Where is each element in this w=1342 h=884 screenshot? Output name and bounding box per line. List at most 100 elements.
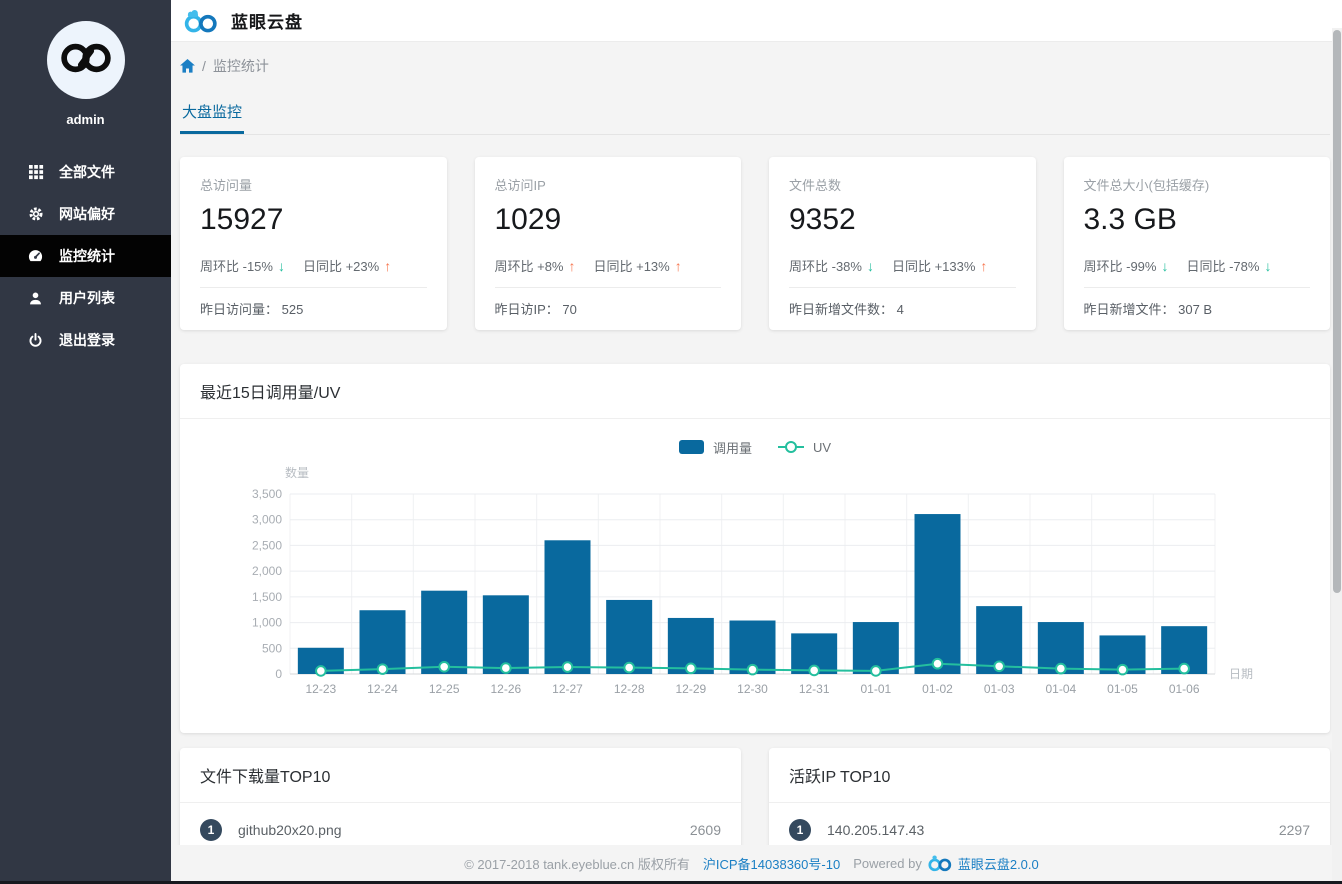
trend-down-arrow-icon: ↓	[866, 257, 874, 274]
trend: 周环比 -38% ↓	[789, 257, 874, 275]
chart-title: 最近15日调用量/UV	[180, 364, 1330, 419]
top-list-card-1: 活跃IP TOP10 1 140.205.147.43 2297	[769, 748, 1330, 857]
sidebar-item-1[interactable]: 网站偏好	[0, 193, 171, 235]
stat-card-3: 文件总大小(包括缓存) 3.3 GB 周环比 -99% ↓ 日同比 -78% ↓ 昨日新增文…	[1063, 157, 1330, 330]
svg-text:01-06: 01-06	[1169, 682, 1200, 696]
infinity-logo-icon	[58, 39, 114, 82]
trend: 周环比 +8% ↑	[494, 257, 576, 275]
svg-text:1,000: 1,000	[252, 616, 282, 630]
avatar	[46, 21, 125, 99]
stat-foot: 昨日新增文件： 307 B	[1083, 302, 1213, 317]
sidebar-menu: 全部文件网站偏好 监控统计用户列表退出登录	[0, 151, 171, 361]
breadcrumb: / 监控统计	[180, 56, 1330, 76]
gear-icon	[27, 206, 44, 223]
stat-label: 总访问IP	[494, 178, 546, 193]
trend-down-arrow-icon: ↓	[1161, 257, 1169, 274]
infinity-cloud-logo-icon[interactable]	[183, 8, 219, 34]
svg-text:01-03: 01-03	[984, 682, 1015, 696]
trend: 周环比 -15% ↓	[200, 257, 285, 275]
svg-text:12-25: 12-25	[429, 682, 460, 696]
svg-text:2,000: 2,000	[252, 564, 282, 578]
copyright-text: © 2017-2018 tank.eyeblue.cn 版权所有	[464, 856, 690, 872]
stats-row: 总访问量 15927 周环比 -15% ↓ 日同比 +23% ↑ 昨日访问量： 525 总访问…	[180, 157, 1330, 330]
grid-icon	[27, 164, 44, 181]
top-lists: 文件下载量TOP10 1 github20x20.png 2609 活跃IP TOP10…	[180, 748, 1330, 857]
legend-item-调用量[interactable]: 调用量	[678, 438, 752, 457]
trend-up-arrow-icon: ↑	[980, 257, 988, 274]
stat-label: 文件总数	[789, 178, 842, 193]
home-icon[interactable]	[180, 59, 195, 73]
stat-label: 文件总大小(包括缓存)	[1083, 178, 1210, 193]
window-bottom-edge	[0, 881, 1342, 884]
dashboard-icon	[27, 248, 44, 265]
divider	[789, 287, 1016, 288]
top-list-card-0: 文件下载量TOP10 1 github20x20.png 2609	[180, 748, 741, 857]
sidebar-item-label: 用户列表	[59, 290, 115, 306]
trend-up-arrow-icon: ↑	[384, 257, 392, 274]
svg-text:1,500: 1,500	[252, 590, 282, 604]
vertical-scrollbar	[1332, 28, 1342, 881]
trend: 日同比 +133% ↑	[891, 257, 988, 275]
tab-dashboard-monitor[interactable]: 大盘监控	[180, 101, 245, 134]
app-title[interactable]: 蓝眼云盘	[231, 13, 303, 32]
legend-label: 调用量	[712, 440, 752, 456]
list-item-value: 2609	[689, 822, 721, 838]
stat-trends: 周环比 +8% ↑ 日同比 +13% ↑	[495, 256, 722, 275]
rank-badge: 1	[200, 819, 222, 841]
trend: 日同比 -78% ↓	[1186, 257, 1272, 275]
stat-value: 3.3 GB	[1083, 203, 1177, 236]
bar-legend-swatch	[678, 440, 704, 454]
list-item-name: github20x20.png	[238, 822, 342, 838]
divider	[200, 287, 427, 288]
legend-label: UV	[812, 439, 832, 455]
svg-text:数量: 数量	[285, 465, 309, 480]
stat-card-0: 总访问量 15927 周环比 -15% ↓ 日同比 +23% ↑ 昨日访问量： 525	[180, 157, 447, 330]
svg-text:01-05: 01-05	[1107, 682, 1138, 696]
svg-text:12-28: 12-28	[614, 682, 645, 696]
divider	[1083, 287, 1310, 288]
svg-text:3,000: 3,000	[252, 513, 282, 527]
app-header: 蓝眼云盘	[171, 0, 1342, 42]
list-item: 1 140.205.147.43 2297	[769, 803, 1330, 857]
svg-text:12-23: 12-23	[305, 682, 336, 696]
powered-by-label: Powered by	[853, 855, 922, 871]
svg-text:12-26: 12-26	[490, 682, 521, 696]
powered-by: Powered by 蓝眼云盘2.0.0	[853, 854, 1039, 873]
line-legend-marker	[777, 446, 804, 448]
icp-link[interactable]: 沪ICP备14038360号-10	[702, 856, 841, 872]
list-item-name: 140.205.147.43	[827, 822, 925, 838]
svg-text:0: 0	[275, 667, 282, 681]
sidebar-item-3[interactable]: 用户列表	[0, 277, 171, 319]
trend: 周环比 -99% ↓	[1083, 257, 1169, 275]
power-icon	[27, 332, 44, 349]
scrollbar-thumb[interactable]	[1333, 30, 1341, 593]
list-title: 活跃IP TOP10	[769, 748, 1330, 803]
sidebar-item-label: 全部文件	[59, 164, 115, 180]
legend-item-UV[interactable]: UV	[777, 439, 832, 455]
svg-text:12-31: 12-31	[799, 682, 830, 696]
trend: 日同比 +13% ↑	[593, 257, 682, 275]
sidebar-item-0[interactable]: 全部文件	[0, 151, 171, 193]
product-link[interactable]: 蓝眼云盘2.0.0	[957, 856, 1039, 872]
stat-trends: 周环比 -15% ↓ 日同比 +23% ↑	[200, 256, 427, 275]
svg-text:3,500: 3,500	[252, 487, 282, 501]
sidebar-item-4[interactable]: 退出登录	[0, 319, 171, 361]
user-icon	[27, 290, 44, 307]
trend-down-arrow-icon: ↓	[277, 257, 285, 274]
stat-trends: 周环比 -99% ↓ 日同比 -78% ↓	[1084, 256, 1311, 275]
breadcrumb-separator: /	[202, 58, 206, 74]
stat-value: 15927	[200, 203, 284, 236]
divider	[494, 287, 721, 288]
sidebar-item-2[interactable]: 监控统计	[0, 235, 171, 277]
trend: 日同比 +23% ↑	[302, 257, 392, 275]
breadcrumb-current: 监控统计	[212, 58, 269, 74]
stat-foot: 昨日访IP： 70	[494, 302, 577, 317]
username: admin	[66, 112, 105, 127]
trend-up-arrow-icon: ↑	[674, 257, 682, 274]
page-footer: © 2017-2018 tank.eyeblue.cn 版权所有 沪ICP备14…	[171, 845, 1332, 881]
list-item-value: 2297	[1278, 822, 1310, 838]
list-item: 1 github20x20.png 2609	[180, 803, 741, 857]
svg-text:12-27: 12-27	[552, 682, 583, 696]
svg-text:2,500: 2,500	[252, 538, 282, 552]
